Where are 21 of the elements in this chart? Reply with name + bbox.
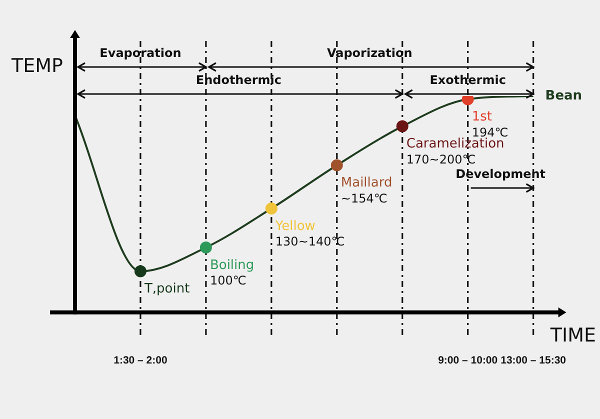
series-label: Bean xyxy=(545,88,582,104)
annotation: Development xyxy=(456,167,546,182)
point xyxy=(265,202,278,215)
point xyxy=(200,241,212,254)
point xyxy=(134,265,146,278)
annotation: Caramelization 170~200℃ xyxy=(406,136,504,166)
x-tick-label: 9:00 – 10:00 xyxy=(438,354,498,367)
annotation: Maillard ~154℃ xyxy=(340,176,392,206)
point xyxy=(330,159,343,172)
text: Vaporization xyxy=(326,46,412,60)
text: Exothermic xyxy=(430,73,506,88)
text: Endothermic xyxy=(196,73,282,88)
y-axis-title: TEMP xyxy=(10,54,63,77)
x-tick-label: 1:30 – 2:00 xyxy=(114,354,168,367)
annotation: Boiling 100℃ xyxy=(210,258,254,288)
annotation: Yellow 130~140℃ xyxy=(274,218,345,249)
x-axis-title: TIME xyxy=(549,324,596,346)
annotation: T,point xyxy=(143,282,190,297)
x-tick-label: 13:00 – 15:30 xyxy=(500,354,566,367)
text: Evaporation xyxy=(100,46,182,60)
point xyxy=(396,120,408,132)
